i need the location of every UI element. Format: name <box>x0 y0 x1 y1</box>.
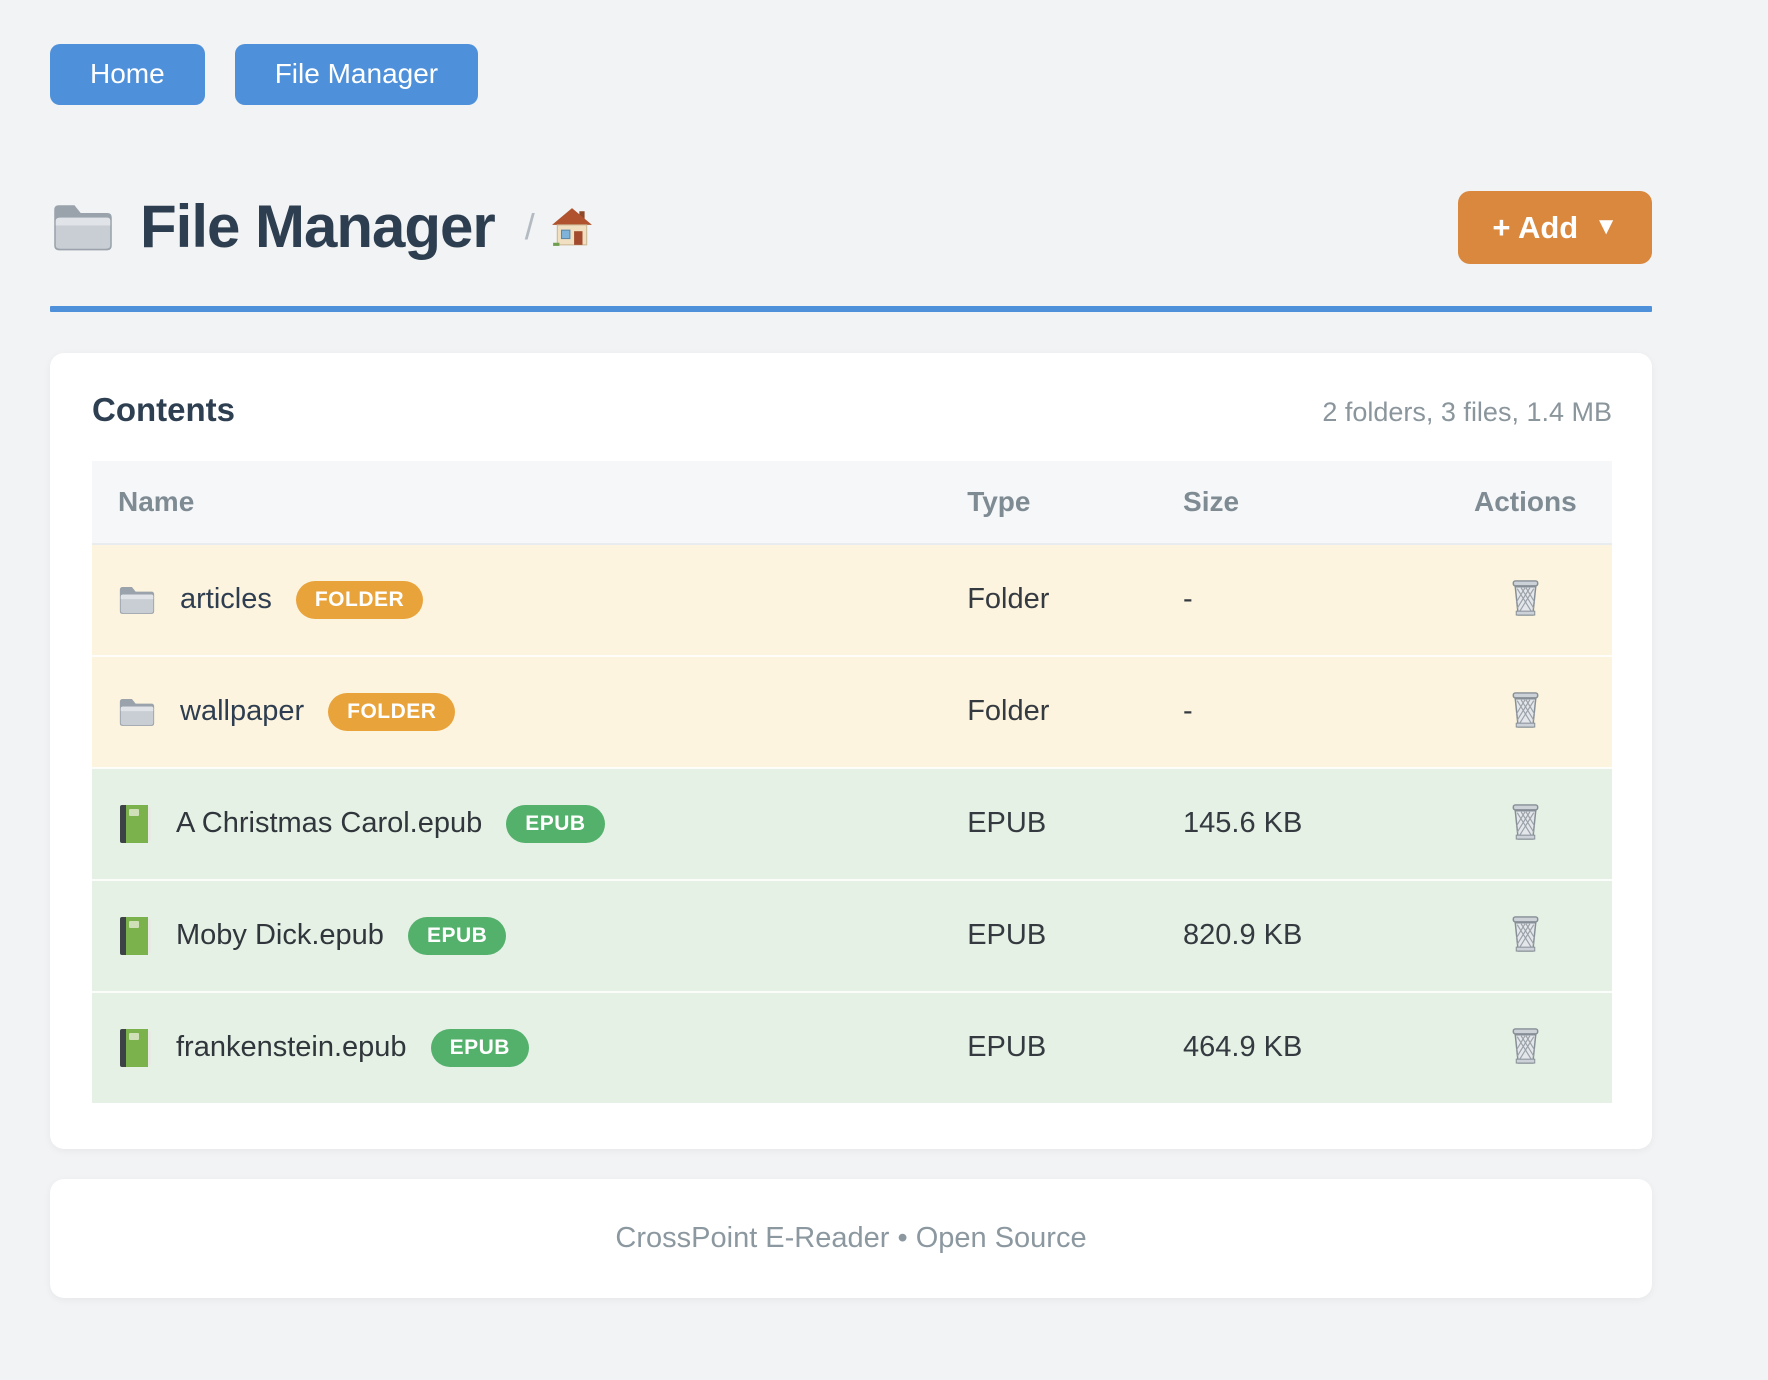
file-name-cell[interactable]: Moby Dick.epub EPUB <box>116 916 919 956</box>
delete-button[interactable] <box>1504 575 1547 621</box>
table-row: wallpaper FOLDER Folder - <box>92 654 1612 768</box>
cell-size: 464.9 KB <box>1159 990 1439 1103</box>
contents-card: Contents 2 folders, 3 files, 1.4 MB Name… <box>50 352 1652 1149</box>
column-header-name: Name <box>92 460 944 545</box>
folder-icon <box>119 698 155 726</box>
cell-size: 820.9 KB <box>1159 878 1439 992</box>
delete-button[interactable] <box>1504 799 1547 845</box>
house-icon[interactable] <box>551 206 593 248</box>
file-name[interactable]: Moby Dick.epub <box>176 919 384 952</box>
add-button-label: + Add <box>1492 209 1579 245</box>
page-header: File Manager / + Add ▼ <box>50 190 1652 264</box>
cell-type: EPUB <box>943 990 1160 1103</box>
cell-type: EPUB <box>943 766 1160 880</box>
file-type-badge: EPUB <box>407 916 507 955</box>
trash-icon <box>1512 1028 1539 1064</box>
file-type-badge: FOLDER <box>328 692 456 731</box>
cell-type: Folder <box>943 543 1160 656</box>
header-divider <box>50 305 1652 312</box>
table-row: Moby Dick.epub EPUB EPUB 820.9 KB <box>92 878 1612 992</box>
card-header: Contents 2 folders, 3 files, 1.4 MB <box>92 391 1612 429</box>
cell-size: - <box>1159 543 1439 656</box>
nav-button-file-manager[interactable]: File Manager <box>234 44 479 105</box>
file-name[interactable]: frankenstein.epub <box>176 1031 407 1064</box>
file-name-cell[interactable]: A Christmas Carol.epub EPUB <box>116 804 919 844</box>
file-name[interactable]: wallpaper <box>180 695 305 728</box>
cell-size: - <box>1159 654 1439 768</box>
top-nav: Home File Manager <box>50 0 1652 105</box>
breadcrumb-separator: / <box>524 206 535 248</box>
table-row: A Christmas Carol.epub EPUB EPUB 145.6 K… <box>92 766 1612 880</box>
trash-icon <box>1512 580 1539 616</box>
book-icon <box>120 804 151 843</box>
file-name[interactable]: articles <box>180 583 272 616</box>
folder-icon <box>119 586 155 614</box>
contents-summary: 2 folders, 3 files, 1.4 MB <box>1322 396 1612 427</box>
book-icon <box>120 916 151 955</box>
add-button[interactable]: + Add ▼ <box>1458 190 1652 264</box>
column-header-type: Type <box>943 460 1160 545</box>
cell-size: 145.6 KB <box>1159 766 1439 880</box>
file-type-badge: EPUB <box>506 804 605 843</box>
card-title: Contents <box>92 390 235 428</box>
cell-type: EPUB <box>943 878 1160 992</box>
file-table: Name Type Size Actions articles FOLDER F… <box>92 460 1612 1103</box>
cell-type: Folder <box>943 654 1160 768</box>
trash-icon <box>1512 916 1539 952</box>
chevron-down-icon: ▼ <box>1594 213 1618 241</box>
page-title: File Manager <box>140 193 496 261</box>
file-name[interactable]: A Christmas Carol.epub <box>176 807 483 840</box>
delete-button[interactable] <box>1504 1023 1547 1069</box>
delete-button[interactable] <box>1504 911 1547 957</box>
book-icon <box>120 1028 151 1067</box>
page-container: Home File Manager File Manager / + Add ▼… <box>50 0 1652 1298</box>
trash-icon <box>1512 804 1539 840</box>
table-header-row: Name Type Size Actions <box>92 460 1612 545</box>
column-header-actions: Actions <box>1438 460 1612 545</box>
table-row: frankenstein.epub EPUB EPUB 464.9 KB <box>92 990 1612 1103</box>
nav-button-home[interactable]: Home <box>50 44 205 105</box>
delete-button[interactable] <box>1504 687 1547 733</box>
file-name-cell[interactable]: wallpaper FOLDER <box>116 692 919 731</box>
file-type-badge: EPUB <box>430 1028 529 1067</box>
footer: CrossPoint E-Reader • Open Source <box>50 1178 1652 1298</box>
table-row: articles FOLDER Folder - <box>92 543 1612 656</box>
file-type-badge: FOLDER <box>295 580 424 619</box>
file-name-cell[interactable]: articles FOLDER <box>116 580 919 619</box>
folder-icon <box>54 205 112 251</box>
file-name-cell[interactable]: frankenstein.epub EPUB <box>116 1028 919 1068</box>
column-header-size: Size <box>1159 460 1439 545</box>
trash-icon <box>1512 692 1539 728</box>
footer-text: CrossPoint E-Reader • Open Source <box>615 1221 1087 1254</box>
breadcrumb: / <box>525 206 593 248</box>
